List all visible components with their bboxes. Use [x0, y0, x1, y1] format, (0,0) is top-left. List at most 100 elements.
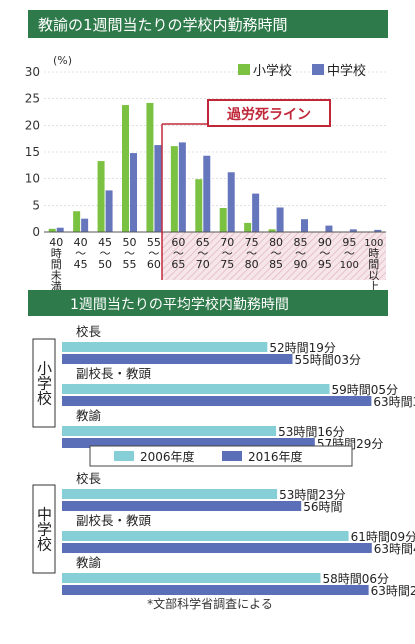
bar-junior [325, 225, 333, 232]
bar-junior [203, 155, 211, 232]
x-tick-label: 間 [51, 258, 62, 271]
x-tick-label: 時 [368, 247, 379, 260]
x-tick-label: 50 [98, 258, 112, 271]
y-tick-label: 25 [25, 92, 40, 106]
bar-2016 [62, 501, 302, 511]
histogram-header-bar [28, 10, 388, 38]
bar-junior [252, 193, 260, 232]
x-tick-label: 55 [147, 236, 161, 249]
avg-title: 1週間当たりの平均学校内勤務時間 [70, 296, 289, 313]
x-tick-label: 70 [196, 258, 210, 271]
x-tick-label: 〜 [173, 247, 184, 260]
x-tick-label: 50 [123, 236, 137, 249]
x-tick-label: 75 [220, 258, 234, 271]
y-axis-unit: (%) [53, 54, 72, 67]
x-tick-label: 〜 [246, 247, 257, 260]
y-tick-label: 5 [32, 198, 40, 212]
x-tick-label: 間 [368, 258, 379, 271]
bar-junior [276, 207, 284, 232]
x-tick-label: 85 [294, 236, 308, 249]
y-tick-label: 15 [25, 145, 40, 159]
value-label: 53時間23分 [279, 488, 346, 502]
bar-junior [301, 219, 308, 232]
x-tick-label: 95 [318, 258, 332, 271]
x-tick-label: 〜 [148, 247, 159, 260]
bar-2016 [62, 438, 315, 448]
bar-elementary [195, 179, 203, 232]
value-label: 58時間06分 [323, 572, 390, 586]
x-tick-label: 〜 [100, 247, 111, 260]
x-tick-label: 満 [51, 280, 62, 293]
histogram-legend: 小学校 中学校 [238, 63, 366, 79]
group-box-junior [32, 484, 56, 574]
value-label: 63時間38分 [373, 395, 415, 409]
x-tick-label: 40 [49, 236, 63, 249]
role-label: 校長 [76, 324, 102, 339]
bar-2016 [62, 543, 372, 553]
group-box-elementary [32, 338, 56, 428]
x-tick-label: 65 [196, 236, 210, 249]
x-tick-label: 〜 [222, 247, 233, 260]
x-tick-label: 85 [269, 258, 283, 271]
bar-junior [56, 227, 64, 232]
overwork-zone [162, 232, 386, 280]
x-tick-label: 80 [245, 258, 259, 271]
source-note: *文部科学省調査による [147, 596, 273, 611]
value-label: 59時間05分 [332, 383, 399, 397]
x-tick-label: 〜 [75, 247, 86, 260]
x-tick-label: 95 [342, 236, 356, 249]
x-tick-label: 75 [245, 236, 259, 249]
legend-label-junior: 中学校 [327, 63, 366, 79]
bar-junior [105, 190, 113, 232]
bar-elementary [73, 211, 81, 232]
x-tick-label: 〜 [344, 247, 355, 260]
x-tick-label: 45 [74, 258, 88, 271]
bar-2006 [62, 531, 349, 541]
avg-legend-box [89, 445, 353, 467]
role-label: 教諭 [76, 555, 102, 570]
bar-2016 [62, 396, 372, 406]
x-tick-label: 60 [147, 258, 161, 271]
value-label: 56時間 [303, 500, 342, 514]
x-tick-label: 100 [364, 238, 383, 249]
y-tick-label: 30 [25, 65, 40, 79]
legend-label-elementary: 小学校 [253, 63, 292, 79]
x-tick-label: 未 [51, 269, 62, 282]
bar-2006 [62, 342, 268, 352]
bar-2006 [62, 489, 278, 499]
bar-elementary [48, 228, 56, 232]
role-label: 副校長・教頭 [76, 366, 152, 381]
avg-legend-label-2006: 2006年度 [140, 449, 195, 464]
histogram-title: 教諭の1週間当たりの学校内勤務時間 [38, 16, 288, 34]
x-tick-label: 〜 [295, 247, 306, 260]
x-tick-label: 〜 [197, 247, 208, 260]
bar-elementary [122, 105, 129, 232]
x-tick-label: 65 [171, 258, 185, 271]
x-tick-label: 時 [51, 247, 62, 260]
group-label-elementary: 小学校 [35, 361, 53, 406]
legend-swatch-junior [312, 64, 324, 75]
overwork-label-box [207, 99, 331, 127]
legend-swatch-elementary [238, 64, 250, 75]
x-tick-label: 55 [123, 258, 137, 271]
bar-junior [374, 229, 382, 232]
bar-junior [130, 153, 137, 232]
bar-2006 [62, 573, 321, 583]
role-label: 教諭 [76, 408, 102, 423]
x-tick-label: 45 [98, 236, 112, 249]
x-tick-label: 上 [368, 280, 379, 293]
bar-junior [349, 229, 357, 232]
bar-junior [81, 218, 89, 232]
value-label: 52時間19分 [269, 341, 336, 355]
bar-2016 [62, 585, 369, 595]
bar-2006 [62, 426, 277, 436]
y-tick-label: 0 [32, 225, 40, 239]
avg-legend-swatch-2006 [114, 451, 134, 461]
group-label-junior: 中学校 [35, 507, 53, 552]
bar-junior [227, 172, 235, 232]
bar-elementary [268, 229, 276, 232]
x-tick-label: 100 [340, 260, 359, 271]
value-label: 63時間40分 [374, 542, 415, 556]
bar-elementary [97, 161, 105, 232]
